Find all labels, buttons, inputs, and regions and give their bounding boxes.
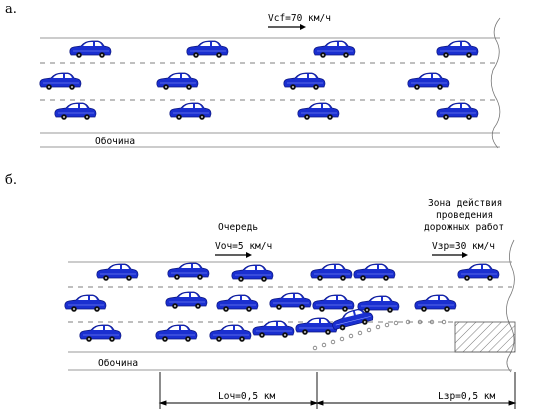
panel-b-road <box>68 239 515 373</box>
car-icon <box>209 324 252 343</box>
car-icon <box>79 324 122 343</box>
car-icon <box>436 102 479 121</box>
car-icon <box>357 295 400 314</box>
road-break-line <box>506 239 515 373</box>
car-icon <box>231 264 274 283</box>
car-icon <box>54 102 97 121</box>
queue-direction-arrow-icon <box>215 252 252 258</box>
panel-a-speed-label: Vcf=70 км/ч <box>268 13 331 24</box>
car-icon <box>313 40 356 59</box>
car-icon <box>216 294 259 313</box>
car-icon <box>165 291 208 310</box>
panel-b-queue-speed-label: Vоч=5 км/ч <box>215 241 272 252</box>
car-icon <box>96 263 139 282</box>
work-zone-closed-lane <box>454 321 516 353</box>
car-icon <box>39 72 82 91</box>
queue-length-label: Lоч=0,5 км <box>218 391 275 402</box>
car-icon <box>269 292 312 311</box>
car-icon <box>186 40 229 59</box>
zone-label-line2: проведения <box>436 210 493 221</box>
dimension-lines <box>158 372 517 409</box>
car-icon <box>312 294 355 313</box>
panel-b-cars <box>64 262 500 343</box>
panel-a-cars <box>39 40 479 121</box>
zone-direction-arrow-icon <box>432 252 468 258</box>
car-icon <box>295 317 338 336</box>
panel-a-shoulder-label: Обочина <box>95 136 135 147</box>
car-icon <box>297 102 340 121</box>
panel-b-label: б. <box>5 173 17 188</box>
car-icon <box>69 40 112 59</box>
car-icon <box>283 72 326 91</box>
car-icon <box>252 320 295 339</box>
car-icon <box>156 72 199 91</box>
zone-length-label: Lзр=0,5 км <box>438 391 495 402</box>
zone-label-line3: дорожных работ <box>424 222 504 233</box>
car-icon <box>414 294 457 313</box>
road-break-line <box>490 17 501 149</box>
car-icon <box>169 102 212 121</box>
panel-a-road <box>40 17 501 149</box>
zone-label-line1: Зона действия <box>428 198 502 209</box>
traffic-cones <box>312 319 447 351</box>
car-icon <box>457 263 500 282</box>
panel-a-label: а. <box>5 2 17 17</box>
zone-speed-label: Vзр=30 км/ч <box>432 241 495 252</box>
car-icon <box>353 263 396 282</box>
panel-b-queue-label: Очередь <box>218 222 258 233</box>
car-icon <box>155 324 198 343</box>
panel-b-shoulder-label: Обочина <box>98 358 138 369</box>
car-icon <box>167 262 210 281</box>
car-icon <box>310 263 353 282</box>
car-icon <box>64 294 107 313</box>
direction-arrow-icon <box>268 24 306 30</box>
car-icon <box>436 40 479 59</box>
car-icon <box>407 72 450 91</box>
